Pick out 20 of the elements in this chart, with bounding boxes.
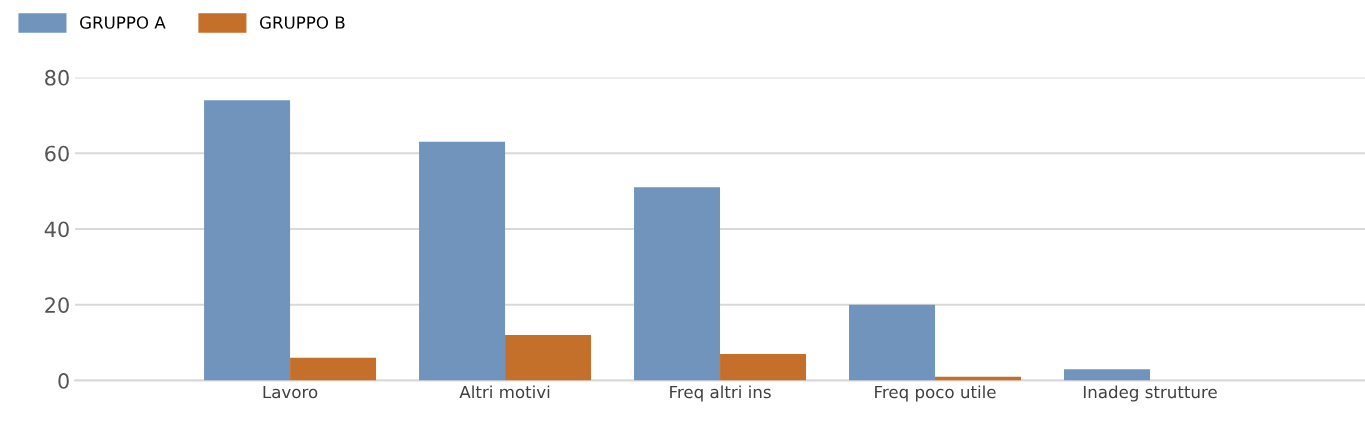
legend-label: GRUPPO B — [260, 16, 345, 29]
bar — [849, 304, 936, 381]
bar — [204, 100, 291, 381]
x-tick-label: Freq poco utile — [875, 385, 996, 402]
x-tick-label: Freq altri ins — [670, 385, 771, 402]
bar — [634, 187, 721, 381]
bar — [720, 354, 807, 381]
bar — [290, 357, 377, 381]
bar — [1064, 369, 1151, 381]
bar — [505, 335, 592, 381]
y-tick-label: 40 — [44, 221, 69, 238]
y-tick-label: 60 — [45, 145, 69, 162]
x-tick-label: Lavoro — [263, 385, 318, 399]
y-tick-label: 20 — [45, 297, 69, 313]
legend-label: GRUPPO A — [80, 16, 166, 29]
y-tick-label: 0 — [58, 373, 69, 389]
y-tick-label: 80 — [45, 69, 69, 86]
bar — [419, 141, 506, 381]
x-tick-label: Altri motivi — [459, 385, 550, 399]
x-tick-label: Inadeg strutture — [1083, 385, 1217, 402]
